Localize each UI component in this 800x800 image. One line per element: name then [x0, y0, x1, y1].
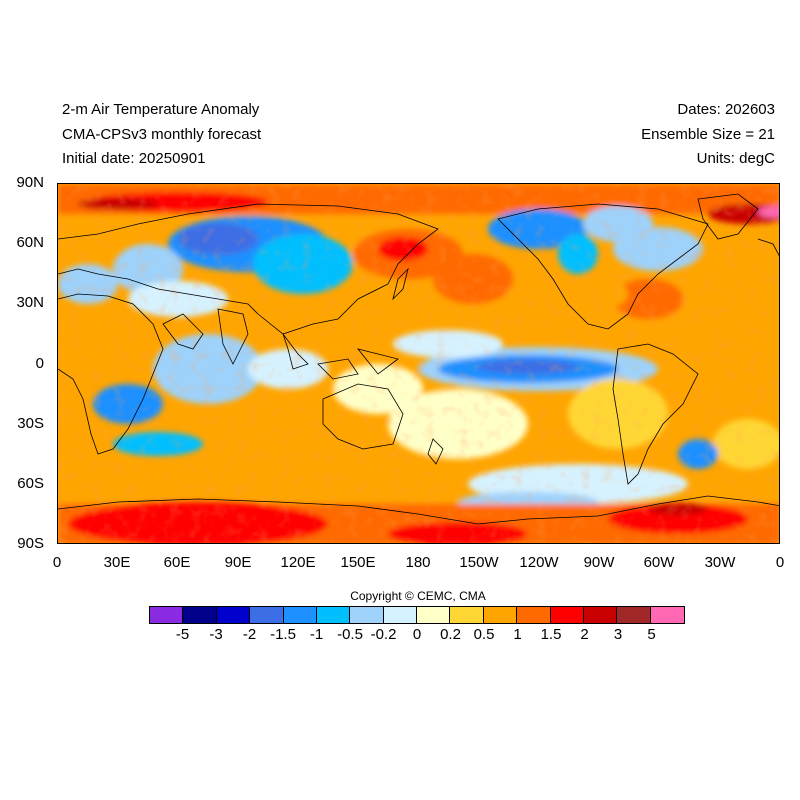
colorbar-label: -1.5 [270, 626, 296, 643]
lon-tick: 30E [103, 554, 131, 571]
colorbar-label: 3 [613, 626, 623, 643]
colorbar-swatch [350, 607, 384, 623]
lat-tick: 0 [35, 355, 44, 372]
colorbar-label: -1 [309, 626, 324, 643]
lat-tick: 30N [16, 294, 44, 311]
lat-tick: 90N [16, 174, 44, 191]
lon-tick: 180 [405, 554, 431, 571]
colorbar-label: -3 [209, 626, 223, 643]
lon-tick: 60W [643, 554, 675, 571]
colorbar-label: 0.5 [473, 626, 495, 643]
colorbar [149, 606, 685, 624]
units-label: Units: degC [696, 150, 775, 167]
colorbar-label: 0 [412, 626, 422, 643]
forecast-dates: Dates: 202603 [677, 101, 775, 118]
coastlines [58, 193, 779, 525]
lon-tick: 60E [163, 554, 191, 571]
colorbar-label: 5 [647, 626, 656, 643]
colorbar-swatch [517, 607, 551, 623]
colorbar-swatch [216, 607, 251, 623]
colorbar-label: 2 [580, 626, 589, 643]
colorbar-label: 0.2 [440, 626, 461, 643]
colorbar-label: 1.5 [540, 626, 562, 643]
colorbar-label: -0.2 [370, 626, 397, 643]
colorbar-swatch [250, 607, 284, 623]
lon-tick: 0 [775, 554, 785, 571]
colorbar-swatch [450, 607, 484, 623]
colorbar-swatch [417, 607, 451, 623]
colorbar-swatch [183, 607, 217, 623]
lon-tick: 0 [52, 554, 62, 571]
lat-tick: 90S [17, 535, 44, 552]
lat-tick: 60N [16, 234, 44, 251]
ensemble-size: Ensemble Size = 21 [641, 126, 775, 143]
colorbar-swatch [483, 607, 518, 623]
initial-date: Initial date: 20250901 [62, 150, 206, 167]
colorbar-swatch [150, 607, 184, 623]
lon-tick: 90W [583, 554, 615, 571]
anomaly-map [57, 183, 780, 544]
lon-tick: 150E [340, 554, 376, 571]
colorbar-swatch [617, 607, 651, 623]
lon-tick: 90E [224, 554, 252, 571]
lon-tick: 120E [280, 554, 316, 571]
colorbar-label: 1 [513, 626, 522, 643]
lon-tick: 30W [704, 554, 736, 571]
colorbar-swatch [283, 607, 317, 623]
colorbar-label: -5 [175, 626, 190, 643]
colorbar-label: -0.5 [337, 626, 363, 643]
colorbar-label: -2 [242, 626, 257, 643]
colorbar-swatch [550, 607, 584, 623]
model-name: CMA-CPSv3 monthly forecast [62, 126, 262, 143]
colorbar-swatch [650, 607, 684, 623]
noise-texture [58, 184, 779, 543]
map-title: 2-m Air Temperature Anomaly [62, 101, 260, 118]
lon-tick: 150W [459, 554, 499, 571]
colorbar-swatch [316, 607, 351, 623]
copyright-notice: Copyright © CEMC, CMA [350, 589, 486, 603]
lon-tick: 120W [519, 554, 559, 571]
lat-tick: 60S [17, 475, 44, 492]
colorbar-swatch [383, 607, 417, 623]
map-canvas [58, 184, 779, 543]
lat-tick: 30S [17, 415, 44, 432]
colorbar-swatch [583, 607, 618, 623]
